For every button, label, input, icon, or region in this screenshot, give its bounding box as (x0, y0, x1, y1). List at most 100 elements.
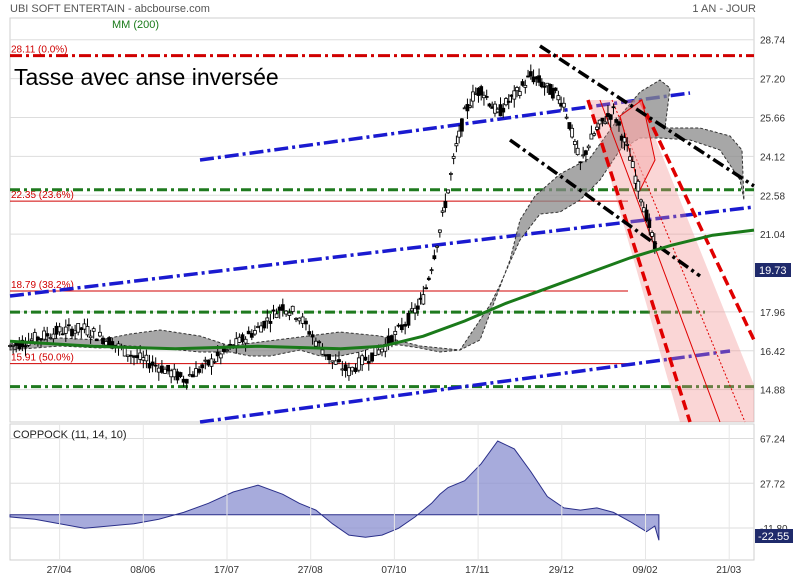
fibonacci-fan (586, 99, 756, 423)
price-tick-label: 16.42 (760, 347, 785, 358)
candle-body (468, 105, 473, 108)
candle-body (429, 269, 434, 272)
candle-body (294, 318, 298, 320)
candle-body (304, 320, 308, 325)
blue-channel (9, 91, 755, 424)
black-trendlines (508, 44, 755, 278)
candle-body (517, 91, 522, 96)
candle-body (520, 81, 525, 86)
candle-body (376, 349, 381, 355)
candle-body (234, 338, 239, 346)
coppock-tick-label: 67.24 (760, 434, 785, 445)
cloud (9, 79, 745, 357)
x-tick-label: 08/06 (130, 565, 155, 576)
candle-body (42, 330, 46, 340)
candle-body (493, 103, 497, 114)
chart-period-label[interactable]: 1 AN - JOUR (692, 3, 756, 15)
candle-body (197, 368, 202, 373)
candle-body (153, 364, 158, 367)
coppock-current-box (755, 529, 793, 543)
candle-body (11, 344, 16, 347)
current-price-box (755, 263, 791, 277)
candle-body (353, 367, 358, 373)
candle-body (448, 173, 453, 175)
candle-body (528, 71, 533, 77)
candle-body (628, 156, 632, 161)
candle-body (249, 333, 254, 338)
candle-body (206, 359, 211, 366)
candle-body (556, 95, 561, 101)
candle-body (313, 340, 318, 347)
coppock-current-value: -22.55 (758, 531, 789, 543)
candle-body (595, 126, 599, 130)
price-tick-label: 27.20 (760, 75, 785, 86)
candle-body (172, 368, 177, 378)
candle-body (144, 354, 149, 362)
candle-body (539, 81, 544, 88)
candle-body (578, 161, 583, 164)
candle-body (471, 91, 475, 102)
candle-body (218, 353, 223, 359)
candle-body (237, 336, 242, 343)
price-axis: 28.74 27.20 25.66 24.12 22.58 21.04 17.96 16.42… (760, 36, 785, 397)
candle-body (51, 333, 56, 340)
candle-body (101, 337, 105, 345)
candle-body (79, 327, 84, 331)
candle-body (454, 143, 459, 147)
candle-body (94, 338, 99, 342)
price-tick-label: 22.58 (760, 191, 785, 202)
cloud-shape (9, 79, 745, 357)
coppock-tick-label: 27.72 (760, 479, 785, 490)
candle-body (561, 102, 566, 108)
candle-body (39, 338, 43, 341)
candle-body (88, 335, 93, 339)
trendline-lower (508, 138, 702, 278)
candle-body (330, 360, 335, 363)
candle-body (584, 150, 588, 155)
candle-body (246, 330, 251, 335)
candle-body (300, 316, 305, 324)
candle-body (45, 333, 50, 337)
candle-body (14, 342, 19, 346)
candle-body (175, 371, 180, 381)
fib-level-label: 15.91 (50.0%) (11, 353, 74, 364)
price-tick-label: 24.12 (760, 152, 785, 163)
candle-body (327, 354, 331, 361)
x-tick-label: 17/07 (214, 565, 239, 576)
candle-body (194, 368, 198, 377)
channel-lower-line (199, 349, 731, 424)
candle-body (243, 338, 248, 344)
candle-body (636, 180, 641, 192)
candle-body (91, 328, 96, 332)
candle-body (363, 356, 368, 361)
x-tick-label: 27/04 (47, 565, 72, 576)
x-tick-label: 27/08 (298, 565, 323, 576)
candle-body (240, 334, 245, 342)
candle-body (337, 359, 341, 363)
candle-body (515, 87, 519, 92)
fibonacci-lines: 28.11 (0.0%) 22.35 (23.6%) 18.79 (38.2%) 15… (10, 45, 754, 365)
candle-body (512, 90, 517, 100)
candle-body (446, 189, 451, 194)
candle-body (48, 337, 53, 339)
candle-body (141, 357, 146, 361)
current-price-value: 19.73 (759, 265, 787, 277)
candle-body (625, 143, 630, 146)
candle-body (356, 357, 361, 371)
candle-body (166, 364, 171, 372)
candle-body (60, 333, 65, 336)
candle-body (159, 365, 164, 373)
candle-body (424, 287, 428, 290)
candle-body (98, 331, 102, 337)
fan-line-2 (599, 99, 721, 423)
ma200-legend: MM (200) (112, 19, 160, 31)
candle-body (542, 85, 547, 88)
x-tick-label: 29/12 (549, 565, 574, 576)
support-lines (10, 188, 754, 389)
candle-body (614, 119, 619, 123)
fan-line-1 (586, 99, 692, 423)
candle-body (589, 133, 594, 140)
candle-body (479, 86, 484, 96)
candle-body (409, 308, 414, 312)
